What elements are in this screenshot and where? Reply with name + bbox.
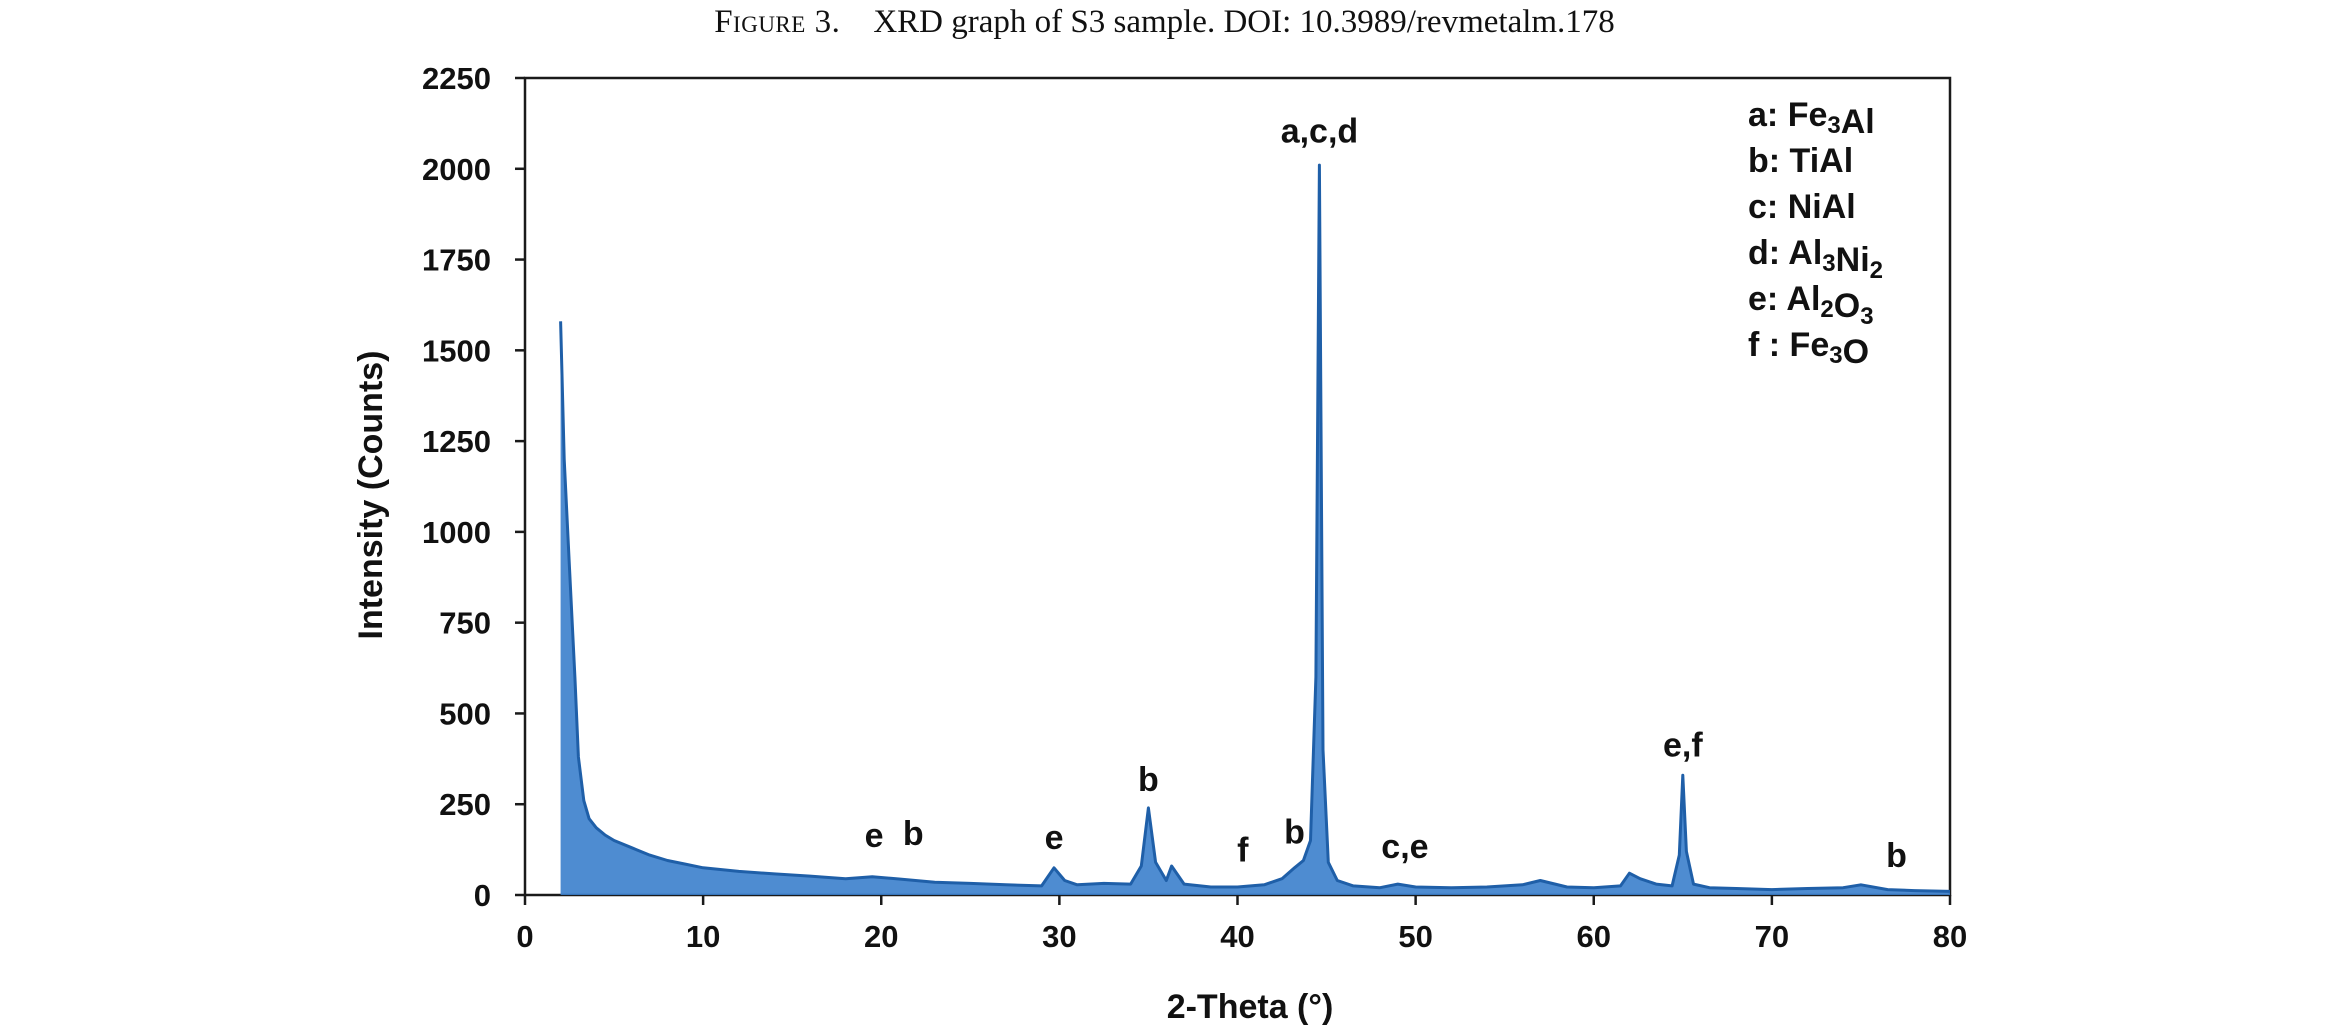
y-tick-label: 1500 (422, 333, 491, 368)
peak-label: e (1045, 819, 1064, 857)
peak-label: b (1886, 837, 1907, 875)
x-tick-label: 0 (516, 919, 533, 954)
y-tick-label: 250 (439, 787, 491, 822)
legend-entry: f : Fe3O (1748, 326, 1869, 371)
peak-label: e (865, 817, 884, 855)
x-tick-label: 40 (1220, 919, 1254, 954)
peak-label: a,c,d (1281, 113, 1358, 151)
figure-caption-text: XRD graph of S3 sample. DOI: 10.3989/rev… (873, 4, 1615, 40)
x-tick-label: 20 (864, 919, 898, 954)
y-tick-label: 2250 (422, 61, 491, 96)
legend-entry: c: NiAl (1748, 188, 1856, 226)
x-tick-label: 80 (1933, 919, 1967, 954)
x-tick-label: 70 (1755, 919, 1789, 954)
peak-label: f (1237, 832, 1249, 870)
x-tick-label: 10 (686, 919, 720, 954)
legend-entry: d: Al3Ni2 (1748, 234, 1883, 284)
figure-caption: Figure 3. XRD graph of S3 sample. DOI: 1… (0, 2, 2329, 46)
x-axis: 0 10 20 30 40 50 60 70 80 (516, 895, 1967, 954)
x-tick-label: 50 (1398, 919, 1432, 954)
legend-entry: e: Al2O3 (1748, 280, 1874, 330)
legend-entry: a: Fe3Al (1748, 96, 1875, 141)
y-axis-title: Intensity (Counts) (352, 351, 390, 640)
peak-label: b (903, 815, 924, 853)
x-tick-label: 30 (1042, 919, 1076, 954)
x-axis-title: 2-Theta (°) (1167, 988, 1334, 1026)
y-tick-label: 750 (439, 606, 491, 641)
x-tick-label: 60 (1577, 919, 1611, 954)
y-tick-label: 0 (474, 878, 491, 913)
y-tick-label: 500 (439, 696, 491, 731)
peak-label: c,e (1381, 828, 1428, 866)
peak-label: b (1138, 761, 1159, 799)
peak-label: e,f (1663, 726, 1703, 764)
y-tick-label: 2000 (422, 152, 491, 187)
legend-entry: b: TiAl (1748, 142, 1853, 180)
peak-label: b (1284, 813, 1305, 851)
y-axis: 0 250 500 750 1000 1250 1500 1750 2000 2250 (422, 61, 525, 913)
plot-frame (523, 76, 1952, 897)
y-tick-label: 1000 (422, 515, 491, 550)
y-tick-label: 1250 (422, 424, 491, 459)
figure-number: Figure 3. (714, 4, 841, 40)
series-line-0 (559, 163, 1951, 893)
series-area-0 (560, 165, 1950, 896)
y-tick-label: 1750 (422, 243, 491, 278)
plot-area (523, 76, 1952, 897)
